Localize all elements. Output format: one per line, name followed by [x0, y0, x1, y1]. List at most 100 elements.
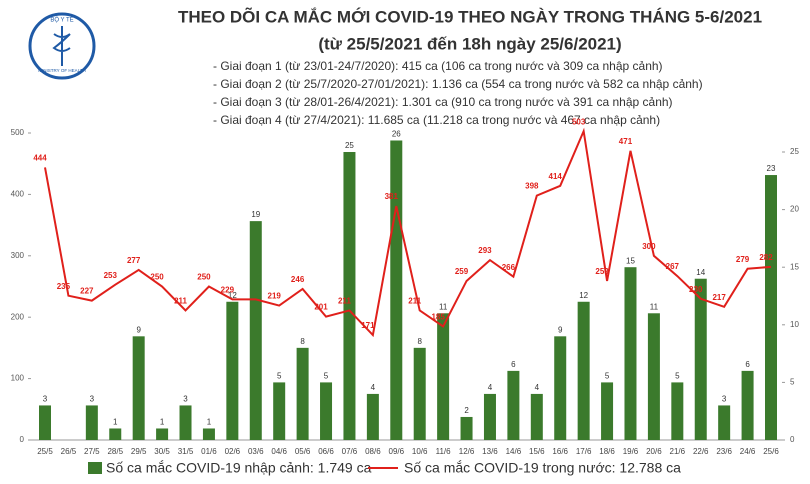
bar — [647, 313, 660, 440]
bar — [39, 405, 51, 440]
bar-label: 5 — [605, 372, 610, 381]
line-label: 414 — [549, 172, 563, 181]
y-tick-label: 300 — [11, 251, 25, 260]
legend-swatch — [88, 462, 102, 474]
logo-text: MINISTRY OF HEALTH — [38, 68, 86, 73]
x-tick-label: 04/6 — [271, 447, 287, 456]
x-tick-label: 17/6 — [576, 447, 592, 456]
line-label: 171 — [361, 321, 375, 330]
x-tick-label: 31/5 — [178, 447, 194, 456]
x-tick-label: 12/6 — [459, 447, 475, 456]
bar — [694, 278, 707, 440]
line-label: 259 — [595, 267, 609, 276]
bar — [554, 336, 567, 440]
line-label: 250 — [150, 273, 164, 282]
legend-label: Số ca mắc COVID-19 nhập cảnh: 1.749 ca — [106, 460, 372, 476]
bar-label: 6 — [745, 360, 750, 369]
bar — [132, 336, 145, 440]
bar — [296, 347, 309, 440]
line-label: 211 — [174, 297, 187, 306]
bar — [437, 313, 450, 440]
bar — [765, 175, 777, 440]
bar-label: 11 — [650, 302, 659, 311]
bar-label: 6 — [511, 360, 516, 369]
x-tick-label: 23/6 — [716, 447, 732, 456]
line-label: 246 — [291, 275, 305, 284]
bar — [577, 301, 590, 440]
bar — [483, 393, 496, 440]
annotation: - Giai đoạn 2 (từ 25/7/2020-27/01/2021):… — [213, 77, 703, 91]
x-tick-label: 18/6 — [599, 447, 615, 456]
y2-tick-label: 20 — [790, 205, 799, 214]
line-label: 267 — [666, 262, 680, 271]
bar-label: 26 — [392, 130, 401, 139]
x-tick-label: 19/6 — [623, 447, 639, 456]
x-tick-label: 13/6 — [482, 447, 498, 456]
line-label: 211 — [338, 297, 351, 306]
bar — [718, 405, 731, 440]
line-label: 300 — [642, 242, 656, 251]
x-tick-label: 21/6 — [670, 447, 686, 456]
line-label: 503 — [572, 117, 586, 126]
x-tick-label: 01/6 — [201, 447, 217, 456]
logo-icon — [52, 26, 71, 66]
x-tick-label: 28/5 — [107, 447, 123, 456]
bar-label: 3 — [43, 395, 48, 404]
y-tick-label: 200 — [11, 312, 25, 321]
bar-label: 19 — [251, 210, 260, 219]
x-tick-label: 09/6 — [389, 447, 405, 456]
bar — [249, 221, 262, 440]
bar-label: 25 — [345, 141, 354, 150]
bar — [202, 428, 215, 440]
x-tick-label: 05/6 — [295, 447, 311, 456]
line-label: 211 — [408, 297, 421, 306]
x-tick-label: 22/6 — [693, 447, 709, 456]
y2-tick-label: 5 — [790, 378, 795, 387]
line-label: 266 — [502, 263, 516, 272]
line-label: 381 — [385, 192, 399, 201]
line — [44, 127, 772, 338]
x-tick-label: 15/6 — [529, 447, 545, 456]
x-tick-label: 03/6 — [248, 447, 264, 456]
x-tick-label: 20/6 — [646, 447, 662, 456]
line-label: 219 — [268, 292, 282, 301]
line-label: 217 — [712, 293, 726, 302]
line-label: 250 — [197, 273, 211, 282]
y-tick-label: 100 — [11, 374, 25, 383]
bar-label: 3 — [722, 395, 727, 404]
bar — [320, 382, 333, 440]
y-tick-label: 0 — [20, 435, 25, 444]
bar-label: 5 — [277, 372, 282, 381]
line-label: 230 — [689, 285, 703, 294]
bar — [179, 405, 192, 440]
line-label: 229 — [221, 286, 235, 295]
x-tick-label: 25/6 — [763, 447, 779, 456]
bar-label: 12 — [228, 291, 237, 300]
line-label: 277 — [127, 256, 141, 265]
bar — [109, 428, 122, 440]
x-tick-label: 24/6 — [740, 447, 756, 456]
x-tick-label: 11/6 — [436, 447, 452, 456]
bar — [390, 140, 403, 441]
x-tick-label: 27/5 — [84, 447, 100, 456]
chart-title: THEO DÕI CA MẮC MỚI COVID-19 THEO NGÀY T… — [178, 6, 762, 26]
bar-label: 15 — [626, 256, 635, 265]
bar-label: 3 — [90, 395, 95, 404]
line-label: 279 — [736, 255, 750, 264]
bar — [624, 267, 637, 440]
line-label: 282 — [759, 253, 773, 262]
logo-text: BỘ Y TẾ — [50, 17, 73, 24]
bar — [530, 393, 543, 440]
bar-label: 11 — [439, 302, 448, 311]
y2-tick-label: 10 — [790, 320, 799, 329]
line-label: 293 — [478, 246, 492, 255]
bar-label: 8 — [417, 337, 422, 346]
annotation: - Giai đoạn 4 (từ 27/4/2021): 11.685 ca … — [213, 113, 660, 127]
line-label: 201 — [314, 303, 328, 312]
bar — [85, 405, 98, 440]
y2-tick-label: 25 — [790, 147, 799, 156]
bar — [601, 382, 614, 440]
line-label: 444 — [33, 153, 47, 162]
bar-label: 1 — [113, 418, 118, 427]
